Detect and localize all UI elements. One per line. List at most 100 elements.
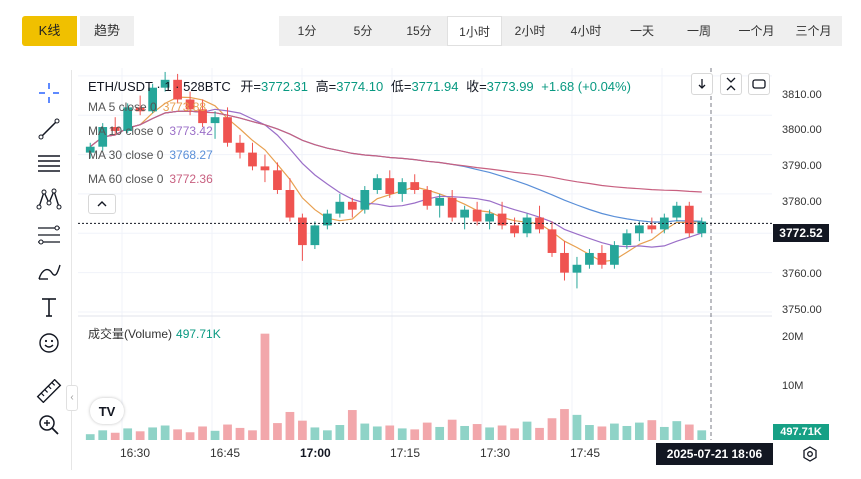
volume-bar (610, 423, 619, 440)
ma-60-line (89, 110, 702, 193)
ma-label: MA 10 close 0 (88, 124, 164, 138)
candle (410, 174, 420, 194)
fullscreen-button[interactable] (748, 73, 770, 95)
price-axis-label: 3810.00 (782, 89, 822, 101)
volume-bar (285, 411, 295, 440)
candle (522, 213, 532, 238)
compress-button[interactable] (720, 73, 742, 95)
tab-kline[interactable]: K线 (22, 16, 77, 46)
ma-label: MA 5 close 0 (88, 100, 157, 114)
candle-body (85, 146, 95, 153)
trend-line-icon[interactable] (32, 114, 66, 144)
ma-label: MA 60 close 0 (88, 172, 164, 186)
candle-body (110, 127, 120, 131)
volume-bar (447, 419, 457, 440)
open-value: 3772.31 (261, 79, 309, 94)
volume-bar (223, 424, 232, 440)
candle-body (472, 209, 482, 222)
collapse-legend-button[interactable] (88, 194, 116, 214)
interval-3mo[interactable]: 三个月 (795, 24, 832, 38)
volume-bar (410, 429, 420, 440)
volume-bar (173, 429, 182, 440)
volume-bar (522, 421, 532, 440)
tab-trend[interactable]: 趋势 (80, 16, 134, 46)
candle-body (659, 217, 669, 230)
candle (684, 201, 694, 238)
volume-bar (485, 427, 494, 440)
interval-5m[interactable]: 5分 (353, 24, 373, 38)
volume-bar (198, 426, 207, 440)
candle-body (697, 221, 707, 234)
candle-body (285, 190, 295, 218)
candle-body (485, 213, 494, 222)
candle (535, 205, 544, 234)
tradingview-logo[interactable]: TV (90, 398, 124, 424)
pattern-icon[interactable] (32, 184, 66, 214)
interval-15m[interactable]: 15分 (406, 24, 432, 38)
candle (597, 245, 607, 269)
candle-body (672, 205, 682, 218)
candle (360, 186, 370, 214)
candle-body (335, 201, 345, 214)
chart-settings-button[interactable] (800, 444, 820, 464)
volume-bar (622, 425, 632, 440)
candle-body (198, 109, 207, 124)
change-value: +1.68 (+0.04%) (541, 79, 631, 94)
volume-bar (135, 431, 145, 440)
candle (210, 111, 220, 139)
volume-bar (684, 424, 694, 440)
volume-bar (98, 430, 108, 440)
text-icon[interactable] (32, 292, 66, 322)
candle (248, 142, 257, 171)
candle-body (572, 264, 582, 273)
candle-body (148, 87, 158, 112)
candle-body (610, 245, 619, 265)
interval-1m[interactable]: 1分 (297, 24, 317, 38)
volume-bar (547, 418, 557, 440)
collapse-icon (726, 77, 736, 91)
fib-retracement-icon[interactable] (32, 220, 66, 250)
time-axis-label: 16:45 (210, 446, 241, 460)
candle (372, 174, 382, 194)
ma-label: MA 30 close 0 (88, 148, 164, 162)
volume-bar (185, 432, 195, 440)
interval-1w[interactable]: 一周 (686, 24, 711, 38)
arrow-down-icon (698, 79, 706, 89)
zoom-in-icon[interactable] (32, 410, 66, 440)
crosshair-icon[interactable] (32, 78, 66, 108)
candle-body (185, 99, 195, 110)
interval-4h[interactable]: 4小时 (570, 24, 602, 38)
interval-2h[interactable]: 2小时 (514, 24, 546, 38)
horizontal-lines-icon[interactable] (32, 148, 66, 178)
candle-body (135, 107, 145, 112)
candle (397, 178, 407, 202)
price-axis-label: 3800.00 (782, 124, 822, 136)
volume-axis-label: 20M (782, 331, 804, 343)
candle-body (248, 152, 257, 167)
candle (110, 117, 120, 135)
brush-icon[interactable] (32, 256, 66, 286)
candle-body (360, 190, 370, 210)
current-volume-tag: 497.71K (773, 424, 829, 440)
settings-icon (803, 446, 817, 462)
candlestick-chart[interactable] (78, 68, 772, 440)
candle-body (123, 107, 133, 131)
ruler-icon[interactable] (32, 376, 66, 406)
candle (322, 209, 332, 230)
toolbar-collapse-tab[interactable]: ‹ (66, 385, 78, 411)
scroll-down-button[interactable] (691, 73, 713, 95)
interval-1d[interactable]: 一天 (629, 24, 654, 38)
current-price-tag: 3772.52 (773, 224, 829, 242)
emoji-icon[interactable] (32, 328, 66, 358)
candle (135, 95, 145, 116)
volume-bar (672, 421, 682, 440)
candle-body (273, 170, 282, 190)
volume-bar (160, 425, 170, 440)
volume-bar (585, 425, 594, 440)
interval-1mo[interactable]: 一个月 (738, 24, 775, 38)
candle (298, 213, 307, 261)
candle-body (622, 233, 632, 246)
interval-1h[interactable]: 1小时 (447, 16, 502, 46)
candle (672, 201, 682, 222)
candle (610, 241, 619, 269)
